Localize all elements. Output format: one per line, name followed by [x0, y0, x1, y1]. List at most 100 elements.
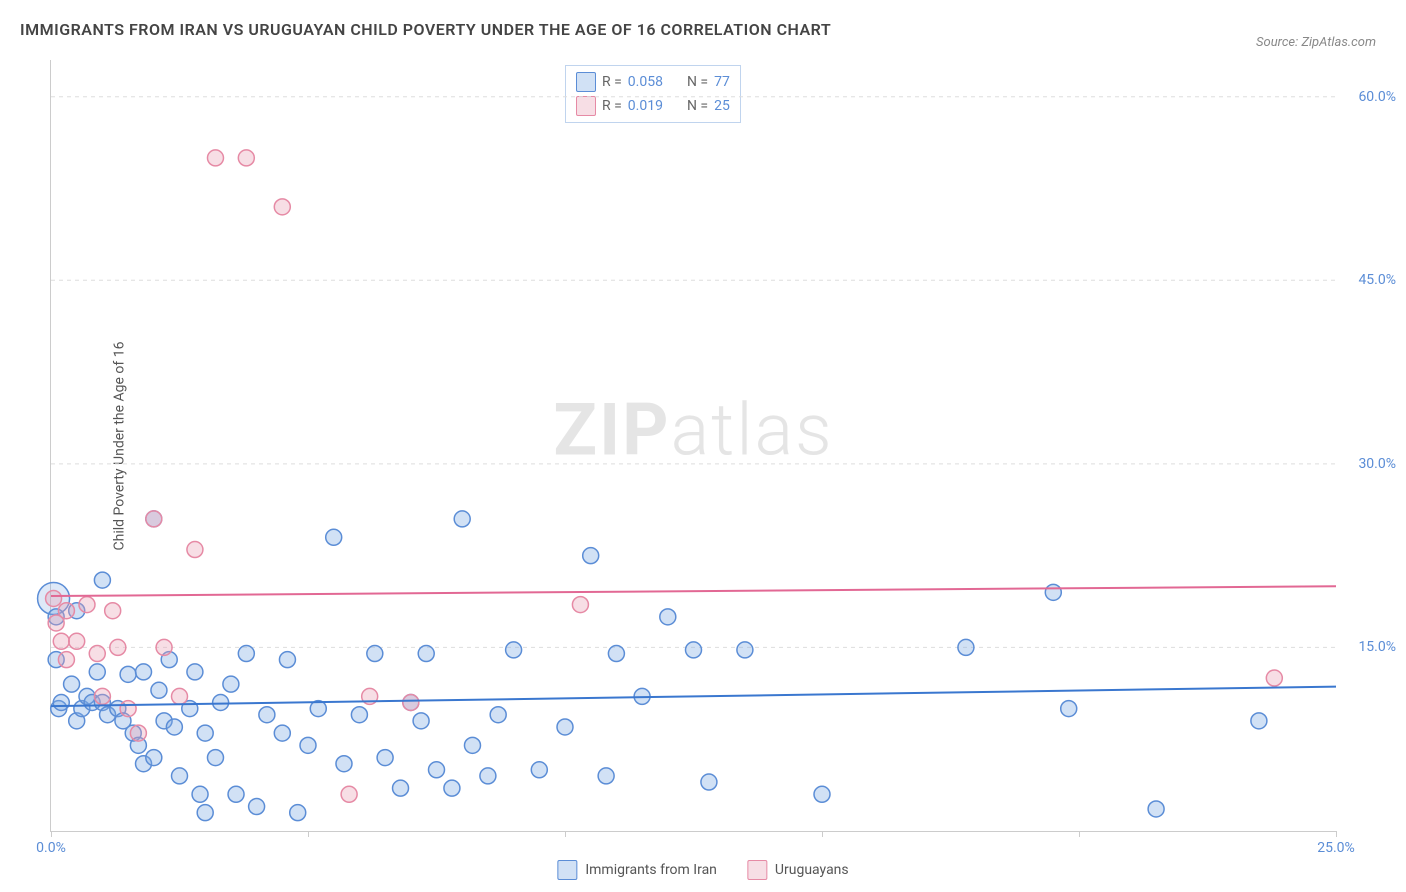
data-point — [274, 725, 290, 741]
data-point — [94, 572, 110, 588]
data-point — [274, 199, 290, 215]
data-point — [480, 768, 496, 784]
legend-item: Uruguayans — [747, 860, 849, 880]
data-point — [89, 646, 105, 662]
trend-line — [51, 687, 1336, 707]
legend-swatch — [557, 860, 577, 880]
x-tick — [1336, 831, 1337, 837]
data-point — [660, 609, 676, 625]
data-point — [279, 652, 295, 668]
data-point — [146, 750, 162, 766]
data-point — [53, 633, 69, 649]
data-point — [454, 511, 470, 527]
data-point — [418, 646, 434, 662]
data-point — [249, 799, 265, 815]
data-point — [207, 150, 223, 166]
data-point — [429, 762, 445, 778]
x-tick — [822, 831, 823, 837]
data-point — [598, 768, 614, 784]
data-point — [1266, 670, 1282, 686]
data-point — [1251, 713, 1267, 729]
data-point — [1061, 701, 1077, 717]
data-point — [213, 695, 229, 711]
data-point — [367, 646, 383, 662]
data-point — [89, 664, 105, 680]
data-point — [58, 652, 74, 668]
data-point — [53, 695, 69, 711]
data-point — [69, 633, 85, 649]
legend-item: Immigrants from Iran — [557, 860, 717, 880]
data-point — [120, 666, 136, 682]
scatter-svg — [51, 60, 1336, 831]
data-point — [686, 642, 702, 658]
data-point — [110, 639, 126, 655]
x-tick — [565, 831, 566, 837]
source-credit: Source: ZipAtlas.com — [1256, 35, 1376, 50]
legend-label: Immigrants from Iran — [585, 862, 717, 878]
source-name: ZipAtlas.com — [1301, 35, 1376, 50]
y-tick-label: 15.0% — [1358, 639, 1396, 655]
data-point — [490, 707, 506, 723]
data-point — [136, 664, 152, 680]
data-point — [572, 597, 588, 613]
data-point — [701, 774, 717, 790]
data-point — [156, 639, 172, 655]
data-point — [228, 786, 244, 802]
data-point — [531, 762, 547, 778]
data-point — [120, 701, 136, 717]
data-point — [207, 750, 223, 766]
data-point — [259, 707, 275, 723]
data-point — [506, 642, 522, 658]
data-point — [336, 756, 352, 772]
data-point — [608, 646, 624, 662]
data-point — [403, 695, 419, 711]
data-point — [187, 664, 203, 680]
data-point — [130, 725, 146, 741]
data-point — [557, 719, 573, 735]
data-point — [393, 780, 409, 796]
data-point — [583, 548, 599, 564]
data-point — [814, 786, 830, 802]
data-point — [172, 768, 188, 784]
data-point — [300, 737, 316, 753]
data-point — [326, 529, 342, 545]
data-point — [413, 713, 429, 729]
data-point — [958, 639, 974, 655]
data-point — [223, 676, 239, 692]
data-point — [166, 719, 182, 735]
legend-label: Uruguayans — [775, 862, 849, 878]
x-tick — [308, 831, 309, 837]
series-legend: Immigrants from Iran Uruguayans — [557, 860, 848, 880]
data-point — [64, 676, 80, 692]
data-point — [238, 646, 254, 662]
data-point — [1045, 584, 1061, 600]
data-point — [79, 597, 95, 613]
data-point — [146, 511, 162, 527]
data-point — [1148, 801, 1164, 817]
chart-plot-area: ZIPatlas R =0.058N =77R =0.019N =25 15.0… — [50, 60, 1336, 832]
data-point — [444, 780, 460, 796]
data-point — [94, 688, 110, 704]
y-tick-label: 60.0% — [1358, 89, 1396, 105]
data-point — [464, 737, 480, 753]
chart-title: IMMIGRANTS FROM IRAN VS URUGUAYAN CHILD … — [20, 20, 831, 39]
data-point — [192, 786, 208, 802]
data-point — [737, 642, 753, 658]
y-tick-label: 30.0% — [1358, 456, 1396, 472]
x-tick-label: 0.0% — [36, 840, 66, 856]
data-point — [105, 603, 121, 619]
data-point — [197, 805, 213, 821]
data-point — [351, 707, 367, 723]
trend-line — [51, 586, 1336, 596]
x-tick — [51, 831, 52, 837]
data-point — [58, 603, 74, 619]
x-tick-label: 25.0% — [1317, 840, 1355, 856]
data-point — [172, 688, 188, 704]
source-label: Source: — [1256, 35, 1298, 50]
data-point — [187, 542, 203, 558]
legend-swatch — [747, 860, 767, 880]
data-point — [377, 750, 393, 766]
data-point — [290, 805, 306, 821]
data-point — [197, 725, 213, 741]
data-point — [151, 682, 167, 698]
